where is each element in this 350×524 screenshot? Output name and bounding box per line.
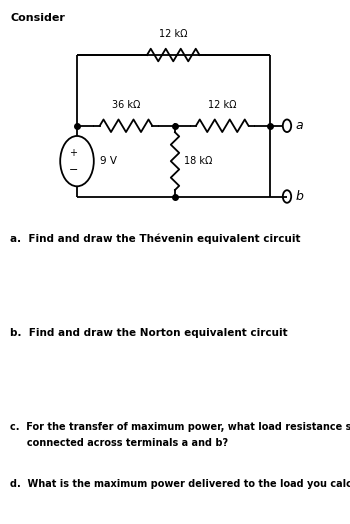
Text: 12 kΩ: 12 kΩ [159, 29, 188, 39]
Text: Consider: Consider [10, 13, 65, 23]
Text: −: − [69, 165, 78, 174]
Text: b.  Find and draw the Norton equivalent circuit: b. Find and draw the Norton equivalent c… [10, 328, 288, 337]
Text: b: b [296, 190, 304, 203]
Text: +: + [70, 148, 77, 158]
Text: 36 kΩ: 36 kΩ [112, 100, 140, 110]
Text: 9 V: 9 V [100, 156, 117, 166]
Text: 18 kΩ: 18 kΩ [184, 156, 212, 166]
Text: a: a [296, 119, 303, 132]
Text: a.  Find and draw the Thévenin equivalent circuit: a. Find and draw the Thévenin equivalent… [10, 233, 301, 244]
Text: d.  What is the maximum power delivered to the load you calculated in Part c?: d. What is the maximum power delivered t… [10, 479, 350, 489]
Text: connected across terminals a and b?: connected across terminals a and b? [10, 438, 229, 447]
Text: 12 kΩ: 12 kΩ [208, 100, 237, 110]
Text: c.  For the transfer of maximum power, what load resistance should be: c. For the transfer of maximum power, wh… [10, 422, 350, 432]
